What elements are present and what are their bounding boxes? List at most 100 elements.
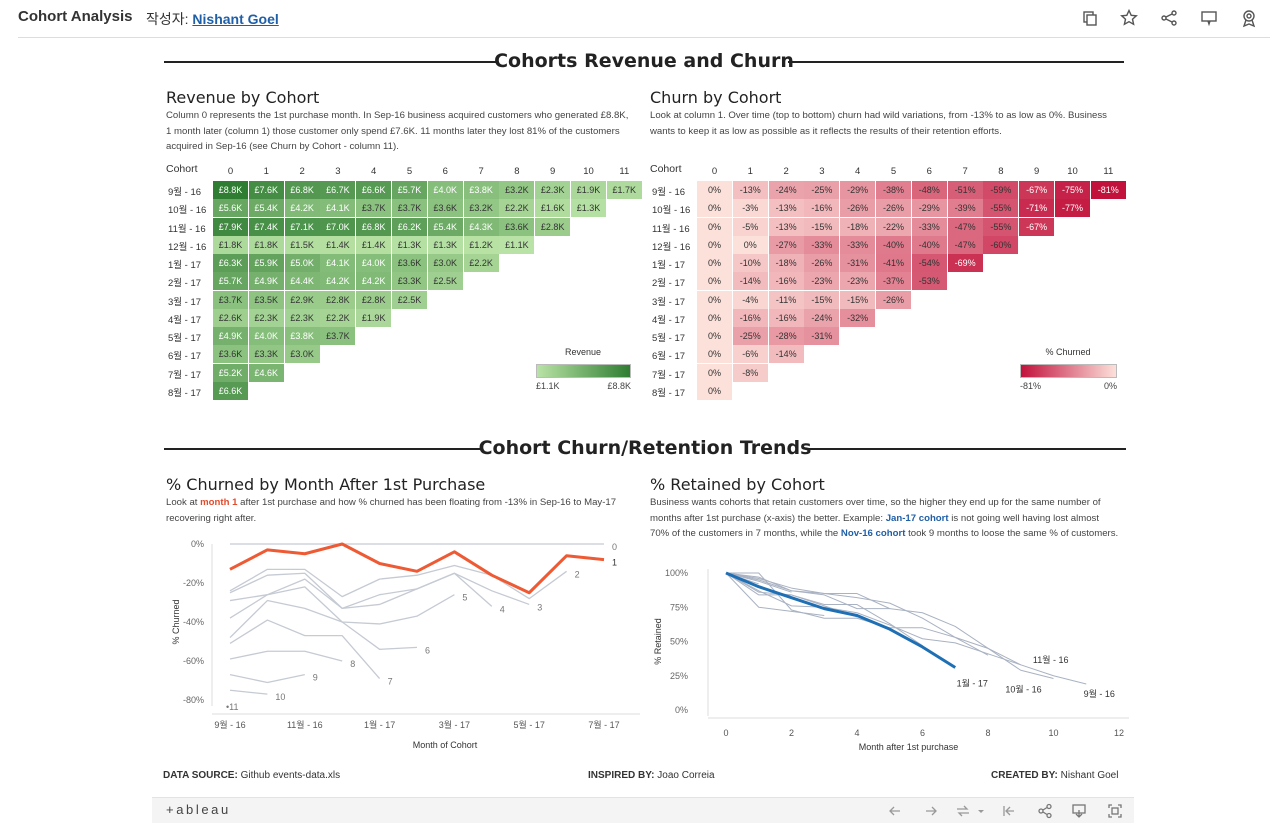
churn-cell[interactable]: -71% <box>1019 199 1055 218</box>
revenue-cell[interactable]: £1.1K <box>499 235 535 254</box>
revenue-cell[interactable]: £3.6K <box>213 345 248 364</box>
revenue-cell[interactable]: £1.9K <box>356 308 392 327</box>
churn-cell[interactable]: -18% <box>840 217 876 236</box>
cohort-line[interactable] <box>725 572 825 616</box>
churn-cell[interactable]: -38% <box>876 181 911 199</box>
churn-cell[interactable]: -47% <box>947 217 983 236</box>
revenue-cell[interactable]: £2.8K <box>535 217 571 236</box>
churn-cell[interactable]: -13% <box>732 181 768 199</box>
revenue-cell[interactable]: £2.5K <box>427 272 463 291</box>
revenue-cell[interactable]: £3.7K <box>213 290 248 309</box>
churn-cell[interactable]: 0% <box>697 290 732 309</box>
revenue-cell[interactable]: £3.2K <box>499 181 535 199</box>
churn-cell[interactable]: -55% <box>983 217 1019 236</box>
churn-cell[interactable]: -40% <box>911 235 947 254</box>
revenue-cell[interactable]: £1.8K <box>248 235 284 254</box>
revenue-cell[interactable]: £4.3K <box>463 217 499 236</box>
churn-cell[interactable]: -14% <box>768 345 804 364</box>
revenue-cell[interactable]: £1.4K <box>356 235 392 254</box>
revenue-cell[interactable]: £2.9K <box>284 290 320 309</box>
churn-cell[interactable]: -28% <box>768 327 804 345</box>
revenue-cell[interactable]: £5.9K <box>248 254 284 272</box>
churn-cell[interactable]: 0% <box>697 327 732 345</box>
revenue-cell[interactable]: £4.4K <box>284 272 320 291</box>
revenue-cell[interactable]: £2.6K <box>213 308 248 327</box>
churn-cell[interactable]: -53% <box>911 272 947 291</box>
cohort-line[interactable] <box>725 571 957 669</box>
cohort-line[interactable] <box>725 572 1021 666</box>
revenue-cell[interactable]: £7.1K <box>284 217 320 236</box>
cohort-line[interactable] <box>725 572 890 610</box>
revenue-cell[interactable]: £4.2K <box>284 199 320 218</box>
revenue-cell[interactable]: £5.6K <box>213 199 248 218</box>
revenue-cell[interactable]: £1.6K <box>535 199 571 218</box>
churn-cell[interactable]: -60% <box>983 235 1019 254</box>
churn-cell[interactable]: -24% <box>768 181 804 199</box>
series-line-month-10[interactable] <box>229 689 268 695</box>
churn-cell[interactable]: -23% <box>804 272 840 291</box>
revenue-cell[interactable]: £1.8K <box>213 235 248 254</box>
churn-cell[interactable]: -16% <box>768 272 804 291</box>
revenue-cell[interactable]: £8.8K <box>213 181 248 199</box>
reset-icon[interactable] <box>1000 802 1018 820</box>
revenue-cell[interactable]: £6.8K <box>356 217 392 236</box>
share-icon[interactable] <box>1036 802 1054 820</box>
cohort-line[interactable] <box>725 572 1087 685</box>
revenue-cell[interactable]: £1.4K <box>320 235 356 254</box>
revenue-cell[interactable]: £2.8K <box>320 290 356 309</box>
revenue-cell[interactable]: £2.5K <box>392 290 427 309</box>
revenue-cell[interactable]: £3.6K <box>427 199 463 218</box>
revenue-cell[interactable]: £4.2K <box>356 272 392 291</box>
churn-cell[interactable]: -33% <box>840 235 876 254</box>
revenue-cell[interactable]: £3.7K <box>320 327 356 345</box>
revenue-cell[interactable]: £2.3K <box>284 308 320 327</box>
churn-cell[interactable]: 0% <box>697 181 732 199</box>
revenue-cell[interactable]: £3.8K <box>463 181 499 199</box>
series-line-month-2[interactable] <box>229 564 567 600</box>
author-link[interactable]: Nishant Goel <box>192 11 279 27</box>
revenue-cell[interactable]: £7.4K <box>248 217 284 236</box>
revenue-cell[interactable]: £4.2K <box>320 272 356 291</box>
revenue-cell[interactable]: £7.0K <box>320 217 356 236</box>
revenue-cell[interactable]: £5.2K <box>213 363 248 382</box>
revenue-cell[interactable]: £3.3K <box>248 345 284 364</box>
revenue-cell[interactable]: £4.0K <box>248 327 284 345</box>
revenue-cell[interactable]: £1.3K <box>427 235 463 254</box>
churn-cell[interactable]: 0% <box>697 199 732 218</box>
star-icon[interactable] <box>1119 8 1139 28</box>
series-line-month-4[interactable] <box>229 572 493 609</box>
revenue-cell[interactable]: £4.1K <box>320 199 356 218</box>
series-line-month-8[interactable] <box>229 650 343 662</box>
series-line-month-1[interactable] <box>229 542 605 595</box>
churn-cell[interactable]: -24% <box>804 308 840 327</box>
revenue-cell[interactable]: £3.7K <box>356 199 392 218</box>
series-line-month-3[interactable] <box>229 572 530 609</box>
series-line-month-9[interactable] <box>229 674 305 684</box>
churn-cell[interactable]: 0% <box>697 363 732 382</box>
churn-cell[interactable]: -16% <box>768 308 804 327</box>
churn-cell[interactable]: -8% <box>732 363 768 382</box>
revert-icon[interactable] <box>954 802 972 820</box>
revenue-cell[interactable]: £5.4K <box>248 199 284 218</box>
copy-icon[interactable] <box>1080 8 1100 28</box>
cohort-line[interactable] <box>725 572 923 647</box>
revenue-cell[interactable]: £4.0K <box>427 181 463 199</box>
revenue-cell[interactable]: £3.6K <box>392 254 427 272</box>
cohort-line[interactable] <box>725 572 792 593</box>
revenue-cell[interactable]: £1.5K <box>284 235 320 254</box>
revenue-cell[interactable]: £4.9K <box>213 327 248 345</box>
churn-cell[interactable]: -25% <box>732 327 768 345</box>
churn-cell[interactable]: -55% <box>983 199 1019 218</box>
churn-cell[interactable]: -33% <box>911 217 947 236</box>
revenue-cell[interactable]: £6.6K <box>213 381 248 400</box>
churn-cell[interactable]: -59% <box>983 181 1019 199</box>
churn-cell[interactable]: 0% <box>697 345 732 364</box>
revenue-cell[interactable]: £2.2K <box>499 199 535 218</box>
revenue-cell[interactable]: £3.0K <box>427 254 463 272</box>
revenue-cell[interactable]: £2.3K <box>248 308 284 327</box>
churn-cell[interactable]: -77% <box>1055 199 1090 218</box>
churn-cell[interactable]: -48% <box>911 181 947 199</box>
revenue-cell[interactable]: £7.9K <box>213 217 248 236</box>
churn-cell[interactable]: -51% <box>947 181 983 199</box>
churn-cell[interactable]: -26% <box>840 199 876 218</box>
